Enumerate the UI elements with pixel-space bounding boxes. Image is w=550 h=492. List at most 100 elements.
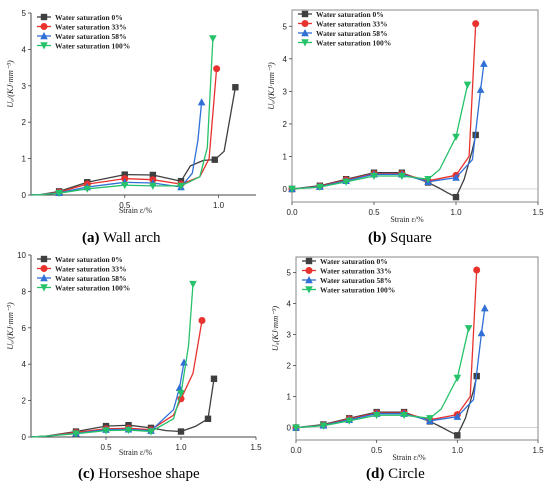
data-point-b-3 bbox=[398, 172, 406, 180]
data-point-a-3 bbox=[177, 182, 185, 190]
x-axis-label-a: Strain ε/% bbox=[119, 206, 153, 215]
y-tick-label-c: 0 bbox=[22, 433, 27, 442]
legend-label-b-2: Water saturation 58% bbox=[316, 29, 388, 38]
x-tick-label-c: 1.0 bbox=[175, 443, 187, 452]
legend-marker-d-1 bbox=[305, 267, 313, 274]
legend-marker-c-3 bbox=[40, 284, 48, 292]
y-tick-label-d: 5 bbox=[287, 269, 292, 278]
legend-marker-d-2 bbox=[305, 276, 313, 284]
data-point-b-3 bbox=[288, 185, 296, 193]
series-b-3 bbox=[288, 81, 472, 193]
y-tick-label-b: 4 bbox=[283, 55, 288, 64]
legend-label-b-3: Water saturation 100% bbox=[316, 39, 391, 48]
data-point-c-3 bbox=[72, 430, 80, 438]
caption-a-text: Wall arch bbox=[102, 230, 161, 246]
legend-marker-b-2 bbox=[301, 29, 309, 37]
y-axis-label-a: Uₐ/(KJ·mm⁻³) bbox=[5, 60, 15, 108]
legend-b: Water saturation 0%Water saturation 33%W… bbox=[298, 10, 391, 48]
y-tick-label-a: 1 bbox=[22, 155, 27, 164]
data-point-c-3 bbox=[102, 427, 110, 435]
series-a-1 bbox=[30, 65, 221, 196]
y-tick-label-a: 3 bbox=[22, 82, 27, 91]
data-point-d-0 bbox=[454, 432, 461, 439]
series-line-a-3 bbox=[30, 38, 214, 196]
y-tick-label-c: 2 bbox=[22, 397, 27, 406]
series-line-c-1 bbox=[30, 320, 203, 438]
legend-marker-a-2 bbox=[40, 32, 48, 40]
y-tick-label-c: 6 bbox=[22, 324, 27, 333]
x-tick-label-d: 1.0 bbox=[452, 446, 464, 455]
chart-b: 0.0 0.5 1.0 1.5 0 1 2 3 4 5 Strain ε/% Uₐ/(KJ·mm⁻³)… bbox=[266, 9, 544, 224]
data-point-d-3 bbox=[426, 415, 434, 423]
y-tick-label-d: 4 bbox=[287, 300, 292, 309]
data-point-b-2 bbox=[452, 173, 460, 181]
legend-marker-b-1 bbox=[301, 20, 309, 27]
caption-d-text: Circle bbox=[388, 466, 425, 482]
y-tick-label-a: 5 bbox=[22, 9, 27, 18]
x-tick-label-b: 1.5 bbox=[532, 208, 544, 217]
data-point-a-3 bbox=[83, 185, 92, 193]
series-line-b-1 bbox=[291, 23, 477, 190]
y-tick-label-d: 2 bbox=[287, 362, 292, 371]
legend-label-a-2: Water saturation 58% bbox=[55, 32, 127, 41]
y-axis-label-d: Uₐ(KJ·mm⁻³) bbox=[270, 306, 280, 351]
caption-c-text: Horseshoe shape bbox=[98, 466, 200, 482]
data-point-d-2 bbox=[453, 412, 462, 420]
legend-label-a-0: Water saturation 0% bbox=[55, 13, 123, 22]
y-tick-label-d: 1 bbox=[287, 393, 292, 402]
data-point-a-0 bbox=[121, 171, 128, 178]
y-tick-label-c: 4 bbox=[22, 360, 27, 369]
x-tick-label-b: 0.0 bbox=[286, 208, 298, 217]
chart-c: 0.5 1.0 1.5 0 2 4 6 8 10 Strain ε/% Uₐ/(KJ·mm⁻³) Wa… bbox=[5, 251, 262, 457]
data-point-c-3 bbox=[189, 280, 197, 289]
legend-marker-b-3 bbox=[301, 39, 309, 47]
legend-label-a-3: Water saturation 100% bbox=[55, 42, 130, 51]
data-point-a-0 bbox=[211, 156, 218, 163]
chart-d: 0.0 0.5 1.0 1.5 0 1 2 3 4 5 Strain ε/% Uₐ(KJ·mm⁻³) W… bbox=[270, 256, 544, 462]
legend-label-d-2: Water saturation 58% bbox=[320, 276, 392, 285]
data-point-d-3 bbox=[453, 374, 462, 382]
caption-b-tag: (b) bbox=[368, 230, 387, 246]
caption-d-tag: (d) bbox=[366, 466, 385, 482]
series-line-d-2 bbox=[295, 308, 486, 429]
data-point-d-2 bbox=[477, 328, 486, 337]
caption-b-text: Square bbox=[390, 230, 432, 246]
series-c-2 bbox=[30, 358, 188, 438]
legend-label-c-1: Water saturation 33% bbox=[55, 265, 127, 274]
series-b-0 bbox=[288, 131, 479, 201]
legend-label-c-0: Water saturation 0% bbox=[55, 255, 123, 264]
x-axis-label-b: Strain ε/% bbox=[390, 215, 424, 224]
x-tick-label-b: 1.0 bbox=[450, 208, 462, 217]
legend-marker-b-0 bbox=[301, 10, 309, 18]
x-axis-label-c: Strain ε/% bbox=[119, 448, 153, 457]
data-point-d-3 bbox=[345, 417, 354, 425]
legend-label-d-3: Water saturation 100% bbox=[320, 286, 395, 295]
y-tick-label-d: 0 bbox=[287, 424, 292, 433]
data-point-a-3 bbox=[209, 35, 217, 43]
data-point-a-2 bbox=[197, 98, 206, 106]
y-tick-label-b: 0 bbox=[283, 185, 288, 194]
y-tick-label-a: 2 bbox=[22, 118, 27, 127]
y-tick-label-c: 8 bbox=[22, 287, 27, 296]
legend-marker-a-1 bbox=[40, 23, 48, 30]
legend-marker-a-0 bbox=[40, 13, 48, 21]
y-tick-label-b: 5 bbox=[283, 22, 288, 31]
legend-label-c-2: Water saturation 58% bbox=[55, 274, 127, 283]
legend-c: Water saturation 0%Water saturation 33%W… bbox=[37, 255, 130, 293]
data-point-c-0 bbox=[204, 415, 212, 422]
legend-label-a-1: Water saturation 33% bbox=[55, 23, 127, 32]
y-tick-label-b: 2 bbox=[283, 120, 288, 129]
x-tick-label-c: 1.5 bbox=[250, 443, 262, 452]
series-line-b-2 bbox=[291, 63, 485, 190]
legend-label-b-1: Water saturation 33% bbox=[316, 20, 388, 29]
y-axis-label-c: Uₐ/(KJ·mm⁻³) bbox=[5, 302, 15, 350]
caption-b: (b) Square bbox=[368, 230, 432, 247]
x-tick-label-a: 0.5 bbox=[119, 201, 131, 210]
data-point-d-3 bbox=[319, 422, 328, 430]
series-c-3 bbox=[30, 280, 197, 438]
caption-a-tag: (a) bbox=[82, 230, 100, 246]
data-point-b-1 bbox=[472, 20, 480, 28]
y-tick-label-a: 0 bbox=[22, 191, 27, 200]
data-point-a-0 bbox=[149, 171, 157, 179]
legend-marker-d-0 bbox=[305, 257, 313, 265]
